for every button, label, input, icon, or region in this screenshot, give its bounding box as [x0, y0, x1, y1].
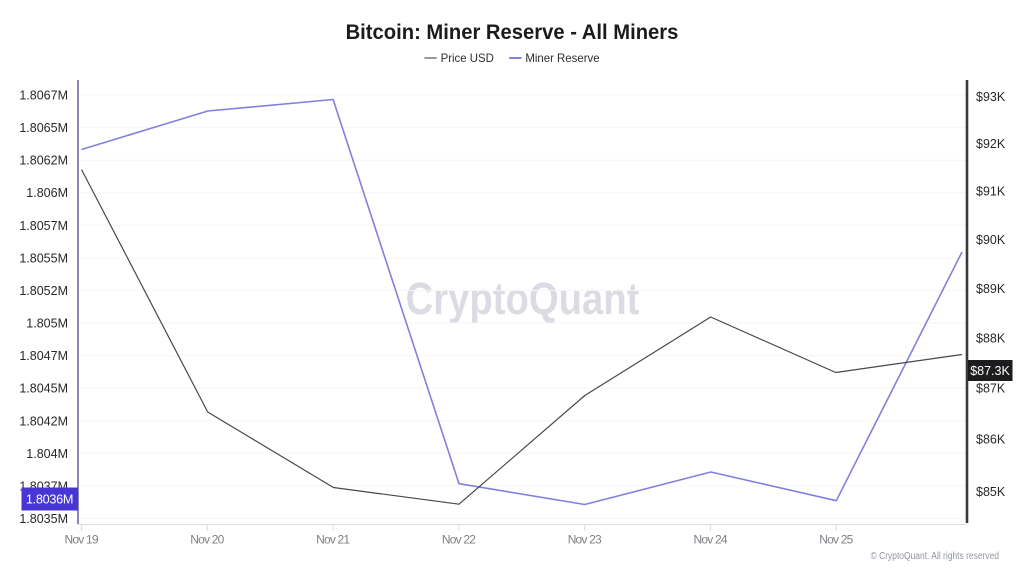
svg-text:$87.3K: $87.3K: [970, 364, 1010, 378]
svg-text:1.806M: 1.806M: [26, 186, 68, 200]
svg-text:$88K: $88K: [976, 331, 1006, 345]
svg-text:Nov 21: Nov 21: [316, 533, 350, 547]
svg-text:Nov 25: Nov 25: [819, 533, 853, 547]
svg-text:$91K: $91K: [976, 185, 1006, 199]
svg-text:1.805M: 1.805M: [26, 317, 68, 331]
svg-text:1.8035M: 1.8035M: [19, 512, 68, 526]
svg-text:$92K: $92K: [976, 137, 1006, 151]
svg-text:$87K: $87K: [976, 381, 1006, 395]
svg-text:1.8047M: 1.8047M: [19, 349, 68, 363]
svg-text:1.8057M: 1.8057M: [19, 219, 68, 233]
svg-text:Nov 20: Nov 20: [190, 533, 224, 547]
svg-text:$86K: $86K: [976, 433, 1006, 447]
svg-text:1.8065M: 1.8065M: [19, 121, 68, 135]
svg-text:1.8045M: 1.8045M: [19, 382, 68, 396]
svg-text:1.804M: 1.804M: [26, 447, 68, 461]
svg-text:Nov 22: Nov 22: [442, 533, 476, 547]
svg-text:Nov 24: Nov 24: [694, 533, 728, 547]
svg-text:1.8052M: 1.8052M: [19, 284, 68, 298]
svg-text:$89K: $89K: [976, 282, 1006, 296]
svg-text:$85K: $85K: [976, 485, 1006, 499]
svg-text:1.8042M: 1.8042M: [19, 414, 68, 428]
svg-text:1.8067M: 1.8067M: [19, 89, 68, 103]
svg-text:$90K: $90K: [976, 233, 1006, 247]
svg-text:Nov 23: Nov 23: [568, 533, 602, 547]
svg-text:1.8036M: 1.8036M: [26, 493, 73, 507]
svg-text:$93K: $93K: [976, 90, 1006, 104]
svg-text:1.8055M: 1.8055M: [19, 251, 68, 265]
svg-text:Nov 19: Nov 19: [65, 533, 99, 547]
svg-text:1.8062M: 1.8062M: [19, 154, 68, 168]
